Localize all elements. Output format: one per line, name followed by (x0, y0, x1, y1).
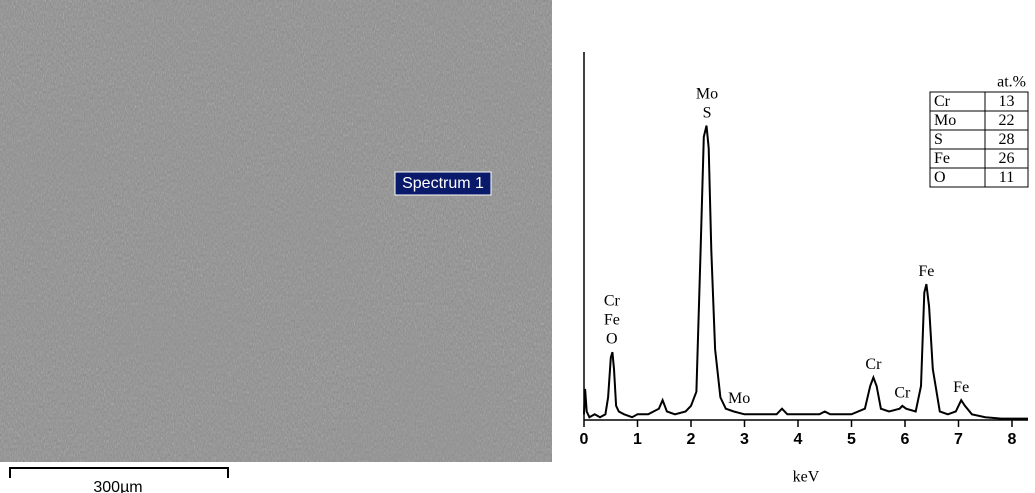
element-value: 11 (999, 169, 1014, 186)
x-tick-label: 3 (740, 431, 749, 448)
x-tick-label: 5 (847, 431, 856, 448)
x-tick-label: 0 (580, 431, 589, 448)
element-name: Fe (934, 150, 950, 167)
x-axis-label: keV (793, 469, 820, 486)
peak-label: Fe (604, 312, 620, 329)
spectrum-label: Spectrum 1 (402, 175, 484, 192)
x-tick-label: 8 (1008, 431, 1017, 448)
table-cell (984, 167, 1029, 188)
spectrum-line (583, 125, 1028, 420)
element-name: S (934, 131, 943, 148)
table-header: at.% (997, 74, 1026, 91)
scale-bar-label: 300µm (93, 479, 142, 493)
spectrum-label-box (394, 171, 492, 196)
element-value: 13 (999, 93, 1015, 110)
peak-label: O (606, 331, 618, 348)
element-name: Cr (934, 93, 951, 110)
peak-label: Cr (894, 385, 911, 402)
sem-dark-regions (0, 0, 552, 462)
peak-label: Fe (918, 263, 934, 280)
element-value: 28 (999, 131, 1015, 148)
peak-label: Cr (604, 293, 621, 310)
scale-bar-line (9, 467, 229, 478)
x-tick-label: 1 (633, 431, 642, 448)
composition-table: at.% Cr 13 Mo 22 S 28 Fe 26 O 11 (929, 74, 1029, 188)
peak-label: Mo (696, 85, 718, 102)
x-tick-label: 4 (794, 431, 803, 448)
sem-image: Spectrum 1 (0, 0, 552, 462)
peak-label: Cr (865, 356, 882, 373)
peak-label: Mo (728, 390, 750, 407)
peak-label: S (703, 104, 712, 121)
element-value: 22 (999, 112, 1015, 129)
x-tick-label: 7 (954, 431, 963, 448)
element-name: O (934, 169, 946, 186)
x-tick-label: 6 (901, 431, 910, 448)
element-value: 26 (999, 150, 1015, 167)
element-name: Mo (934, 112, 956, 129)
x-tick-label: 2 (687, 431, 696, 448)
peak-label: Fe (953, 379, 969, 396)
scale-bar: 300µm (9, 467, 229, 493)
